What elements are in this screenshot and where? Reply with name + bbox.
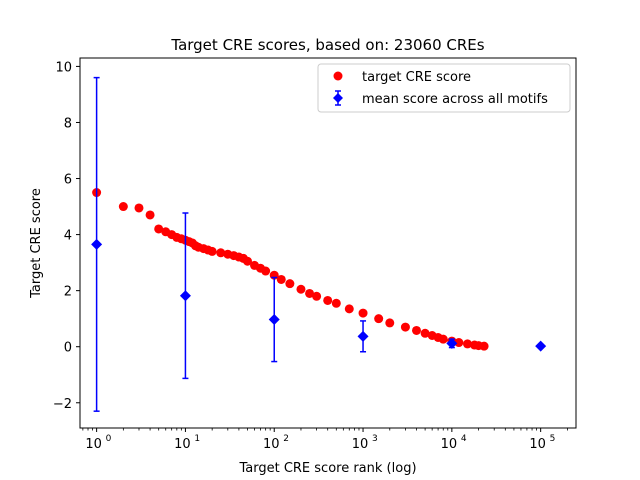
score-point [118, 202, 128, 212]
score-point [323, 295, 333, 305]
x-tick-exponent: 5 [550, 434, 556, 444]
x-tick-exponent: 4 [461, 434, 467, 444]
x-tick-exponent: 1 [194, 434, 200, 444]
score-point [479, 341, 489, 351]
x-tick-label: 10 [174, 437, 191, 452]
x-axis-label: Target CRE score rank (log) [238, 461, 416, 476]
legend-marker-mean [333, 93, 343, 103]
score-point [358, 308, 368, 318]
score-point [331, 298, 341, 308]
x-tick-label: 10 [529, 437, 546, 452]
score-point [261, 266, 271, 276]
mean-point [179, 290, 191, 302]
y-tick-label: 2 [64, 285, 72, 300]
x-tick-label: 10 [441, 437, 458, 452]
x-tick-exponent: 3 [372, 434, 378, 444]
mean-point [91, 238, 103, 250]
score-point [145, 210, 155, 220]
legend-label-mean: mean score across all motifs [362, 92, 548, 107]
y-tick-label: 10 [55, 60, 72, 75]
legend-box [317, 63, 571, 113]
score-point [400, 322, 410, 332]
legend-label-score: target CRE score [362, 70, 471, 85]
score-point [374, 314, 384, 324]
score-point [420, 328, 430, 338]
score-point [216, 248, 226, 258]
score-point [276, 274, 286, 284]
score-point [154, 224, 164, 234]
y-tick-label: 0 [64, 341, 72, 356]
score-point [385, 318, 395, 328]
score-point [207, 246, 217, 256]
mean-point [268, 314, 280, 326]
score-point [312, 291, 322, 301]
mean-point [357, 330, 369, 342]
score-point [134, 203, 144, 213]
y-tick-label: 6 [64, 173, 72, 188]
y-tick-label: −2 [53, 397, 72, 412]
legend: target CRE score mean score across all mo… [317, 63, 571, 113]
y-axis-label: Target CRE score [29, 188, 44, 299]
score-point [305, 288, 315, 298]
x-tick-exponent: 0 [106, 434, 112, 444]
x-tick-exponent: 2 [283, 434, 289, 444]
y-tick-label: 8 [64, 116, 72, 131]
x-tick-label: 10 [85, 437, 102, 452]
x-tick-label: 10 [352, 437, 369, 452]
score-point [242, 256, 252, 266]
plot-frame [79, 57, 577, 429]
score-point [296, 284, 306, 294]
score-point [285, 279, 295, 289]
score-point [462, 339, 472, 349]
score-point [412, 325, 422, 335]
score-point [454, 338, 464, 348]
y-tick-label: 4 [64, 229, 72, 244]
chart-title: Target CRE scores, based on: 23060 CREs [170, 36, 484, 54]
mean-point [535, 340, 547, 352]
score-point [344, 304, 354, 314]
x-tick-label: 10 [263, 437, 280, 452]
mean-point [446, 337, 458, 349]
legend-marker-score [333, 71, 343, 81]
score-point [438, 334, 448, 344]
plot-area [91, 76, 547, 412]
